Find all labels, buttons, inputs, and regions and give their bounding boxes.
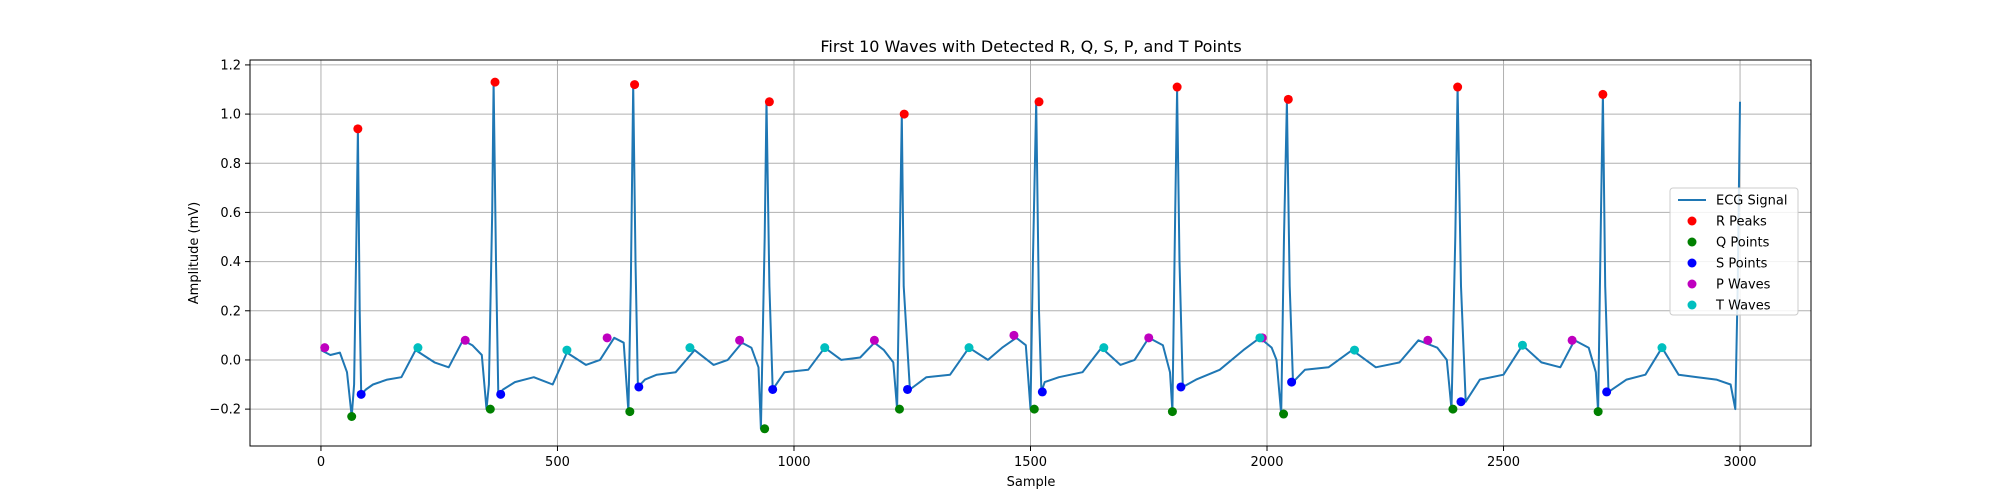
q-points-point	[760, 424, 770, 434]
t-waves-point	[1657, 343, 1667, 353]
x-tick-label: 500	[545, 455, 570, 470]
t-waves-point	[1517, 340, 1527, 350]
p-waves-point	[460, 335, 470, 345]
legend-label-t-waves: T Waves	[1715, 299, 1771, 314]
s-points-point	[1456, 397, 1466, 407]
t-waves-point	[1350, 345, 1360, 355]
q-points-point	[485, 404, 495, 414]
q-points-point	[347, 411, 357, 421]
t-waves-point	[1099, 343, 1109, 353]
q-points-point	[1279, 409, 1289, 419]
ticks: 0 500 1000 1500 2000 2500 3000 −0.2 0.0 0.2 0.4 0.6…	[209, 58, 1756, 470]
legend-label-p-waves: P Waves	[1716, 278, 1771, 293]
t-waves-point	[964, 343, 974, 353]
p-waves-point	[1009, 330, 1019, 340]
t-waves-point	[820, 343, 830, 353]
x-tick-label: 3000	[1723, 455, 1756, 470]
r-peaks-point	[1034, 97, 1044, 107]
t-waves-point	[685, 343, 695, 353]
p-waves-point	[1423, 335, 1433, 345]
s-points-point	[903, 384, 913, 394]
x-axis-label: Sample	[1007, 475, 1056, 490]
r-peaks-point	[1598, 89, 1608, 99]
grid	[250, 60, 1811, 446]
plot-area	[320, 77, 1741, 434]
ecg-signal-line	[320, 81, 1741, 430]
y-tick-label: 0.4	[220, 255, 241, 270]
t-waves-point	[1255, 333, 1265, 343]
q-points-point	[894, 404, 904, 414]
s-points-point	[768, 384, 778, 394]
q-points-point	[625, 407, 635, 417]
x-tick-label: 1000	[777, 455, 810, 470]
p-waves-point	[1567, 335, 1577, 345]
x-tick-label: 0	[317, 455, 325, 470]
y-tick-label: −0.2	[209, 403, 241, 418]
legend-label-ecg-signal: ECG Signal	[1716, 194, 1787, 209]
s-points-point	[1176, 382, 1186, 392]
r-peaks-point	[630, 80, 640, 90]
y-tick-label: 1.0	[220, 108, 241, 123]
legend-marker-r-peaks	[1687, 216, 1697, 226]
legend-marker-t-waves	[1687, 300, 1697, 310]
r-peaks-point	[1453, 82, 1463, 92]
legend-box	[1669, 187, 1799, 316]
r-peaks-point	[353, 124, 363, 134]
chart-title: First 10 Waves with Detected R, Q, S, P,…	[820, 37, 1241, 56]
s-points-point	[496, 389, 506, 399]
s-points-point	[1037, 387, 1047, 397]
q-points-point	[1167, 407, 1177, 417]
legend-marker-p-waves	[1687, 279, 1697, 289]
y-tick-label: 0.6	[220, 206, 241, 221]
s-points-point	[1287, 377, 1297, 387]
x-tick-label: 2500	[1487, 455, 1520, 470]
y-axis-label: Amplitude (mV)	[187, 202, 202, 304]
y-tick-label: 0.2	[220, 304, 241, 319]
legend-marker-s-points	[1687, 258, 1697, 268]
r-peaks-point	[1283, 94, 1293, 104]
p-waves-point	[735, 335, 745, 345]
r-peaks-point	[1172, 82, 1182, 92]
t-waves-point	[562, 345, 572, 355]
y-tick-label: 0.8	[220, 157, 241, 172]
legend: ECG Signal R Peaks Q Points S Points P Waves…	[1669, 187, 1799, 316]
r-peaks-point	[899, 109, 909, 119]
q-points-point	[1593, 407, 1603, 417]
p-waves-point	[1144, 333, 1154, 343]
t-waves-point	[413, 343, 423, 353]
p-waves-point	[869, 335, 879, 345]
p-waves-point	[602, 333, 612, 343]
q-points-point	[1448, 404, 1458, 414]
legend-label-q-points: Q Points	[1716, 236, 1770, 251]
x-tick-label: 2000	[1250, 455, 1283, 470]
x-tick-label: 1500	[1014, 455, 1047, 470]
y-tick-label: 0.0	[220, 353, 241, 368]
legend-marker-q-points	[1687, 237, 1697, 247]
p-waves-point	[320, 343, 330, 353]
legend-label-s-points: S Points	[1716, 257, 1768, 272]
s-points-point	[1602, 387, 1612, 397]
s-points-point	[634, 382, 644, 392]
s-points-point	[356, 389, 366, 399]
r-peaks-point	[490, 77, 500, 87]
y-tick-label: 1.2	[220, 58, 241, 73]
q-points-point	[1029, 404, 1039, 414]
r-peaks-point	[764, 97, 774, 107]
legend-label-r-peaks: R Peaks	[1716, 215, 1767, 230]
